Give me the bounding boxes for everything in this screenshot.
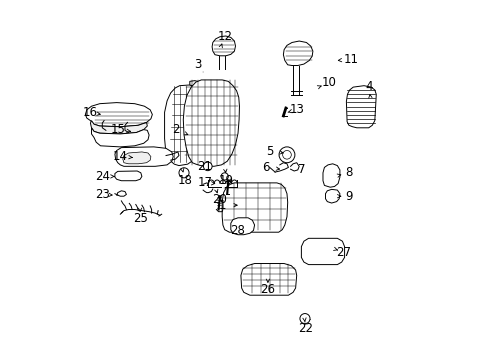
Text: 13: 13 — [289, 103, 304, 116]
Polygon shape — [122, 152, 151, 164]
Polygon shape — [301, 238, 344, 265]
Polygon shape — [91, 128, 149, 147]
Text: 17: 17 — [197, 176, 212, 189]
Text: 16: 16 — [82, 106, 97, 119]
Circle shape — [221, 173, 228, 180]
Text: 2: 2 — [172, 123, 180, 136]
Polygon shape — [183, 80, 239, 166]
Polygon shape — [325, 189, 339, 203]
Text: 3: 3 — [194, 58, 201, 71]
Circle shape — [179, 168, 189, 178]
Text: 12: 12 — [217, 30, 232, 42]
Polygon shape — [189, 81, 208, 112]
Text: 10: 10 — [321, 76, 336, 89]
Text: 18: 18 — [177, 174, 192, 186]
Text: 28: 28 — [229, 224, 244, 237]
Text: 19: 19 — [219, 174, 234, 186]
Text: 24: 24 — [95, 170, 110, 183]
Polygon shape — [322, 164, 339, 187]
Polygon shape — [230, 218, 254, 235]
Polygon shape — [283, 41, 312, 66]
Text: 7: 7 — [298, 163, 305, 176]
Text: 23: 23 — [95, 188, 109, 201]
Text: 15: 15 — [111, 123, 126, 136]
Polygon shape — [85, 103, 152, 127]
Polygon shape — [241, 264, 296, 295]
Text: 25: 25 — [132, 212, 147, 225]
Text: 20: 20 — [211, 193, 226, 206]
Polygon shape — [164, 85, 203, 166]
Circle shape — [282, 150, 291, 159]
Polygon shape — [346, 86, 375, 128]
Text: 4: 4 — [364, 80, 372, 93]
Circle shape — [203, 162, 212, 171]
Text: 8: 8 — [345, 166, 352, 179]
Text: 1: 1 — [219, 199, 226, 212]
Text: 14: 14 — [113, 150, 127, 163]
Text: 21: 21 — [197, 160, 212, 173]
Circle shape — [279, 147, 294, 163]
Polygon shape — [115, 147, 173, 166]
Polygon shape — [115, 171, 142, 181]
Text: 5: 5 — [265, 145, 273, 158]
Text: 26: 26 — [260, 283, 275, 296]
Text: 6: 6 — [262, 161, 269, 174]
Polygon shape — [90, 121, 147, 134]
Polygon shape — [222, 183, 287, 232]
Text: 27: 27 — [335, 246, 350, 258]
Text: 22: 22 — [298, 322, 312, 335]
Text: 9: 9 — [345, 190, 352, 203]
Circle shape — [299, 314, 309, 324]
Polygon shape — [212, 36, 235, 56]
Text: 11: 11 — [343, 53, 358, 66]
